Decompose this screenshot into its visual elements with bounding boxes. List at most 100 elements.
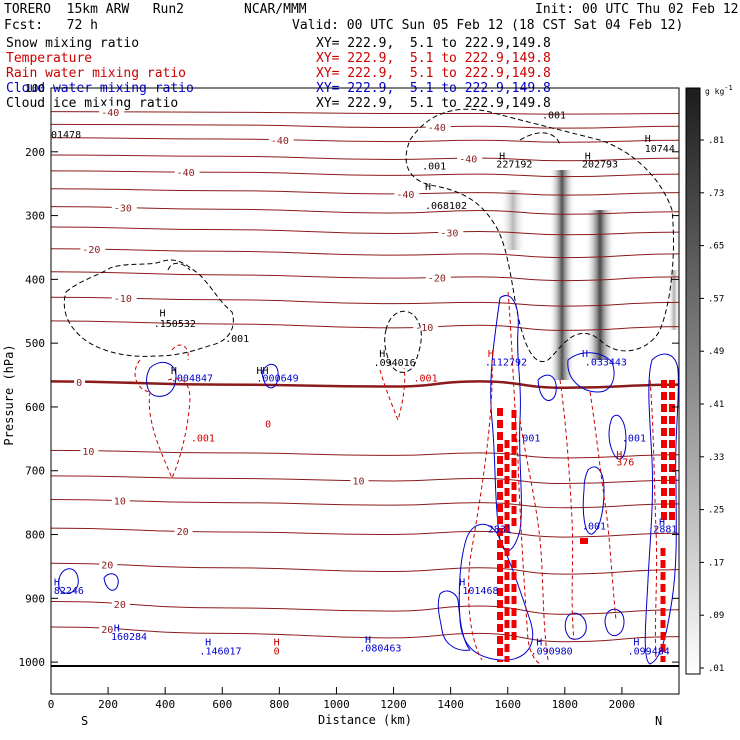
colorbar-label: .57 [708,294,724,304]
temperature-label: -40 [396,190,414,201]
temperature-label: -40 [428,123,446,134]
contour-annotation: .090980 [531,646,573,657]
y-tick-label: 300 [25,210,45,223]
contour-annotation: H [582,349,588,360]
contour-annotation: H [499,151,505,162]
contour-annotation: H [114,623,120,634]
colorbar-label: .65 [708,242,724,252]
rain-contour [559,379,575,641]
temperature-label: 20 [114,600,126,611]
temperature-contour [51,137,679,143]
temperature-label: 10 [82,447,94,458]
rain-contour [171,344,189,361]
rain-contour [589,391,617,621]
temperature-label: -40 [459,154,477,165]
contour-annotation: H [205,638,211,649]
rain-contour [148,378,191,480]
temperature-label: -30 [440,228,458,239]
y-tick-label: 800 [25,529,45,542]
temperature-label-bg [174,165,200,177]
legend-temperature-xy: XY= 222.9, 5.1 to 222.9,149.8 [316,51,551,66]
cloud-water-contour [490,295,522,552]
temperature-contour [51,206,679,215]
colorbar-label: .25 [708,506,724,516]
colorbar-label: .73 [708,189,724,199]
x-tick-label: 1200 [380,698,407,711]
snow-shading-column [585,210,615,360]
temperature-contour [51,626,679,643]
contour-annotation: .004847 [171,373,213,384]
temperature-contour [51,154,679,162]
temperature-label: 10 [114,497,126,508]
cloud-water-contour [437,590,471,651]
y-tick-label: 700 [25,465,45,478]
contour-annotation: 227192 [496,160,532,171]
x-tick-label: 1000 [323,698,350,711]
temperature-contour [51,601,679,615]
contour-annotation: H [159,308,165,319]
contour-annotation: H [459,578,465,589]
rain-contour [468,359,493,661]
contour-annotation: 202793 [582,160,618,171]
contour-annotation: .001 [582,521,606,532]
temperature-contour [51,498,679,509]
cloud-water-contour [261,363,279,389]
cloud-water-contour [537,374,557,401]
contour-annotation: .068102 [425,201,467,212]
contour-annotation: H [585,151,591,162]
x-tick-label: 0 [48,698,55,711]
temperature-label-bg [394,187,420,199]
colorbar-label: .17 [708,558,724,568]
cloud-water-contour [564,612,587,640]
temperature-label-bg [80,243,106,255]
snow-contour [519,132,561,146]
rain-contour [519,419,549,661]
y-tick-label: 400 [25,273,45,286]
temperature-contour [51,111,679,115]
colorbar-label: .41 [708,400,724,410]
temperature-contour [51,248,679,259]
temperature-label-bg [99,622,118,634]
colorbar-unit-text: g kg [705,87,724,96]
legend-temperature: Temperature [6,51,93,66]
rain-contour [379,367,406,422]
temperature-contour [51,271,679,282]
x-tick-label: 600 [212,698,232,711]
cloud-water-contour [604,608,625,637]
contour-annotation: .033443 [585,357,627,368]
x-tick-label: 2000 [609,698,636,711]
temperature-label: -20 [82,245,100,256]
temperature-contour [51,527,679,538]
temperature-label-bg [174,524,193,536]
cloud-water-contour [103,573,119,591]
contour-annotation: .001 [516,433,540,444]
cloud-water-contour [644,353,679,665]
colorbar-unit-exp: -1 [724,84,732,92]
contour-annotation: 0 [274,646,280,657]
temperature-contour [51,296,679,307]
contour-annotation: .112792 [485,357,527,368]
x-tick-label: 1400 [437,698,464,711]
temperature-label: 0 [76,378,82,389]
temperature-label: 20 [101,625,113,636]
legend-cloud-ice-xy: XY= 222.9, 5.1 to 222.9,149.8 [316,96,551,111]
cloud-water-contour [567,352,615,393]
temperature-label: -40 [177,168,195,179]
contour-annotation: H [379,349,385,360]
contour-annotation: 160284 [111,632,147,643]
contour-annotation: .001 [225,334,249,345]
temperature-contour [51,562,679,575]
cloud-water-contour [146,361,177,397]
contour-annotation: .099484 [628,646,670,657]
x-axis-label: Distance (km) [318,713,412,727]
center-label: NCAR/MMM [244,2,307,17]
temperature-label: 10 [352,476,364,487]
temperature-label-bg [111,494,130,506]
cloud-water-contour [58,568,79,594]
contour-annotation: 82246 [54,586,84,597]
legend-snow-xy: XY= 222.9, 5.1 to 222.9,149.8 [316,36,551,51]
temperature-contour [51,123,679,129]
snow-shading-column [500,190,526,250]
forecast-hour: Fcst: 72 h [4,18,98,33]
